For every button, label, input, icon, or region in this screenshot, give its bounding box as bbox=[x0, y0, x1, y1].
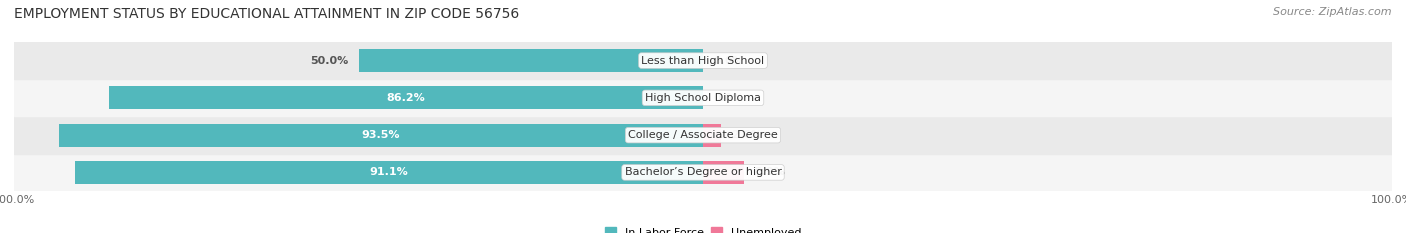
Text: 86.2%: 86.2% bbox=[387, 93, 426, 103]
Text: 0.0%: 0.0% bbox=[713, 93, 744, 103]
Text: Bachelor’s Degree or higher: Bachelor’s Degree or higher bbox=[624, 168, 782, 177]
Bar bbox=[14, 79, 1392, 116]
Text: High School Diploma: High School Diploma bbox=[645, 93, 761, 103]
Bar bbox=[76, 161, 703, 184]
Bar bbox=[359, 49, 703, 72]
Text: Source: ZipAtlas.com: Source: ZipAtlas.com bbox=[1274, 7, 1392, 17]
Text: 2.6%: 2.6% bbox=[731, 130, 762, 140]
Bar bbox=[59, 123, 703, 147]
Text: 5.9%: 5.9% bbox=[754, 168, 785, 177]
Bar bbox=[14, 116, 1392, 154]
Text: 0.0%: 0.0% bbox=[713, 56, 744, 65]
Bar bbox=[703, 161, 744, 184]
Text: Less than High School: Less than High School bbox=[641, 56, 765, 65]
Text: 91.1%: 91.1% bbox=[370, 168, 409, 177]
Bar bbox=[110, 86, 703, 110]
Legend: In Labor Force, Unemployed: In Labor Force, Unemployed bbox=[600, 223, 806, 233]
Bar bbox=[14, 42, 1392, 79]
Bar bbox=[703, 123, 721, 147]
Text: 50.0%: 50.0% bbox=[309, 56, 349, 65]
Text: College / Associate Degree: College / Associate Degree bbox=[628, 130, 778, 140]
Text: EMPLOYMENT STATUS BY EDUCATIONAL ATTAINMENT IN ZIP CODE 56756: EMPLOYMENT STATUS BY EDUCATIONAL ATTAINM… bbox=[14, 7, 519, 21]
Text: 93.5%: 93.5% bbox=[361, 130, 401, 140]
Bar bbox=[14, 154, 1392, 191]
